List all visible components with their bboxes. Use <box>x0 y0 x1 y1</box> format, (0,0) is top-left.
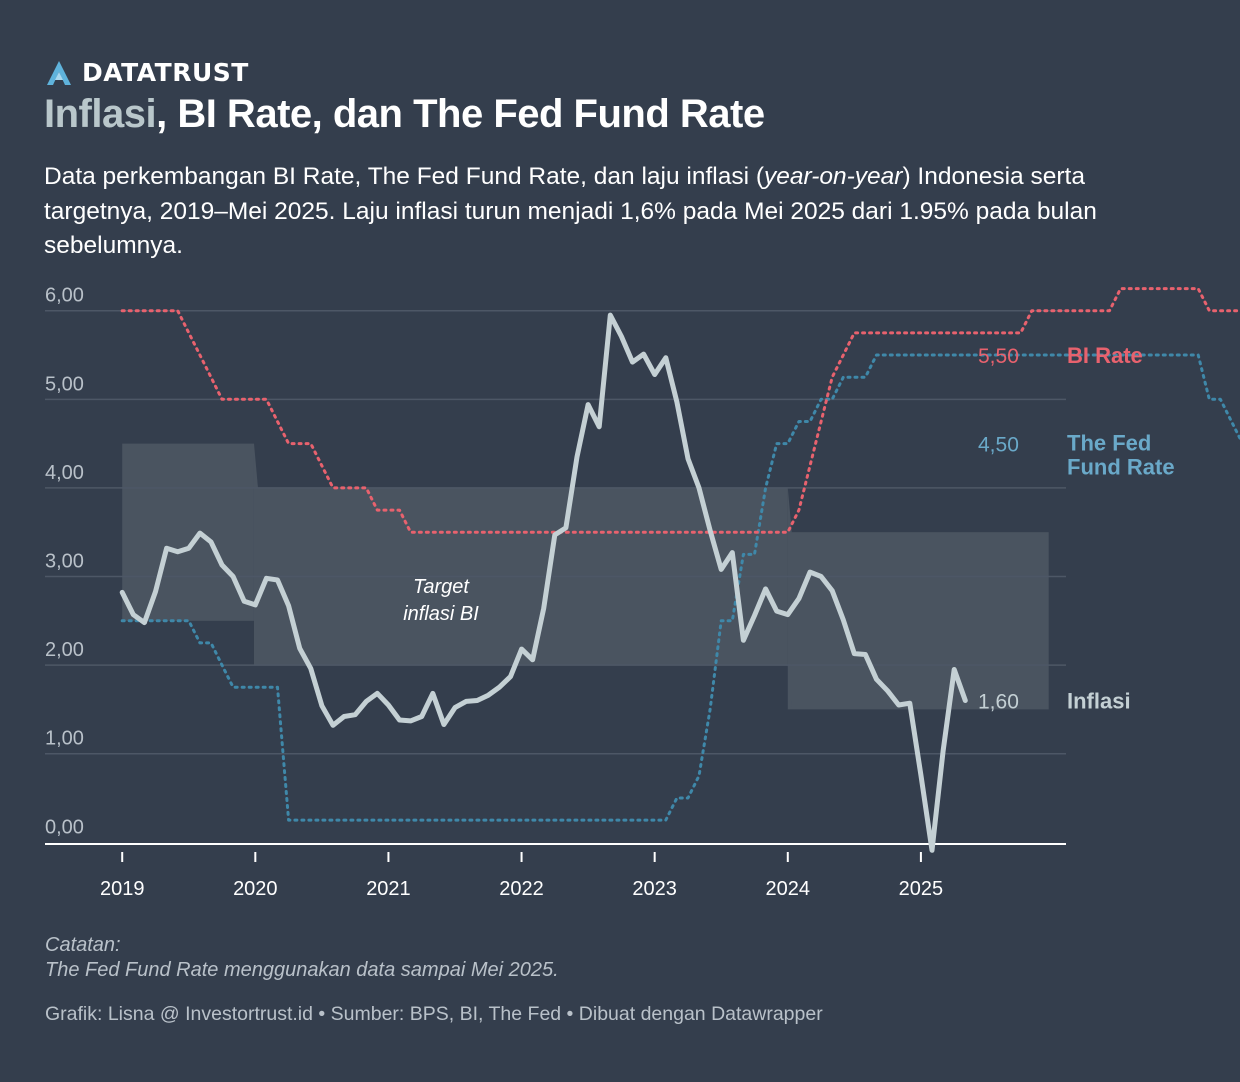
target-annotation-line1: Target <box>413 576 470 598</box>
legend-label-bi-rate: BI Rate <box>1067 343 1143 368</box>
datatrust-logo-icon <box>47 60 71 85</box>
legend-label-inflasi: Inflasi <box>1067 689 1131 714</box>
x-tick-label: 2022 <box>499 878 544 900</box>
x-tick-label: 2025 <box>899 878 944 900</box>
end-value-label-inflasi: 1,60 <box>978 691 1019 714</box>
y-tick-label: 4,00 <box>45 462 84 484</box>
series-line-the-fed-fund-rate <box>120 353 1240 822</box>
notes-heading: Catatan: <box>45 934 121 956</box>
series-line-bi-rate <box>120 287 1240 534</box>
x-tick-label: 2019 <box>100 878 145 900</box>
target-band-transition-0 <box>253 443 258 666</box>
x-tick-label: 2021 <box>366 878 411 900</box>
y-tick-label: 0,00 <box>45 816 84 838</box>
x-tick-label: 2020 <box>233 878 278 900</box>
subtitle-part2: ) Indonesia serta targetnya, 2019–Mei 20… <box>44 163 1097 259</box>
subtitle-part1: Data perkembangan BI Rate, The Fed Fund … <box>44 163 764 190</box>
y-tick-label: 5,00 <box>45 373 84 395</box>
y-tick-label: 6,00 <box>45 285 84 307</box>
legend-label-fed-line1: The Fed <box>1067 431 1151 456</box>
end-value-label-bi-rate: 5,50 <box>978 345 1019 368</box>
page-title: Inflasi, BI Rate, dan The Fed Fund Rate <box>44 92 765 137</box>
legend-label-fed-line2: Fund Rate <box>1067 455 1175 480</box>
series-line-inflasi <box>119 312 968 853</box>
target-band-2 <box>787 532 1049 710</box>
subtitle: Data perkembangan BI Rate, The Fed Fund … <box>44 160 1194 264</box>
target-annotation-line2: inflasi BI <box>403 603 479 625</box>
end-value-label-the-fed-fund-rate: 4,50 <box>978 434 1019 457</box>
y-tick-label: 1,00 <box>45 728 84 750</box>
y-tick-label: 3,00 <box>45 551 84 573</box>
brand-name: DATATRUST <box>82 58 249 87</box>
y-tick-label: 2,00 <box>45 639 84 661</box>
title-rest: , BI Rate, dan The Fed Fund Rate <box>156 92 765 136</box>
target-band-transition-1 <box>787 487 792 710</box>
title-highlight: Inflasi <box>44 92 157 136</box>
brand: DATATRUST <box>46 58 249 87</box>
subtitle-italic: year-on-year <box>764 163 903 190</box>
x-tick-label: 2024 <box>766 878 811 900</box>
footer-credits: Grafik: Lisna @ Investortrust.id • Sumbe… <box>45 1003 823 1025</box>
target-band-0 <box>122 443 254 621</box>
notes-body: The Fed Fund Rate menggunakan data sampa… <box>45 959 559 981</box>
x-tick-label: 2023 <box>632 878 677 900</box>
